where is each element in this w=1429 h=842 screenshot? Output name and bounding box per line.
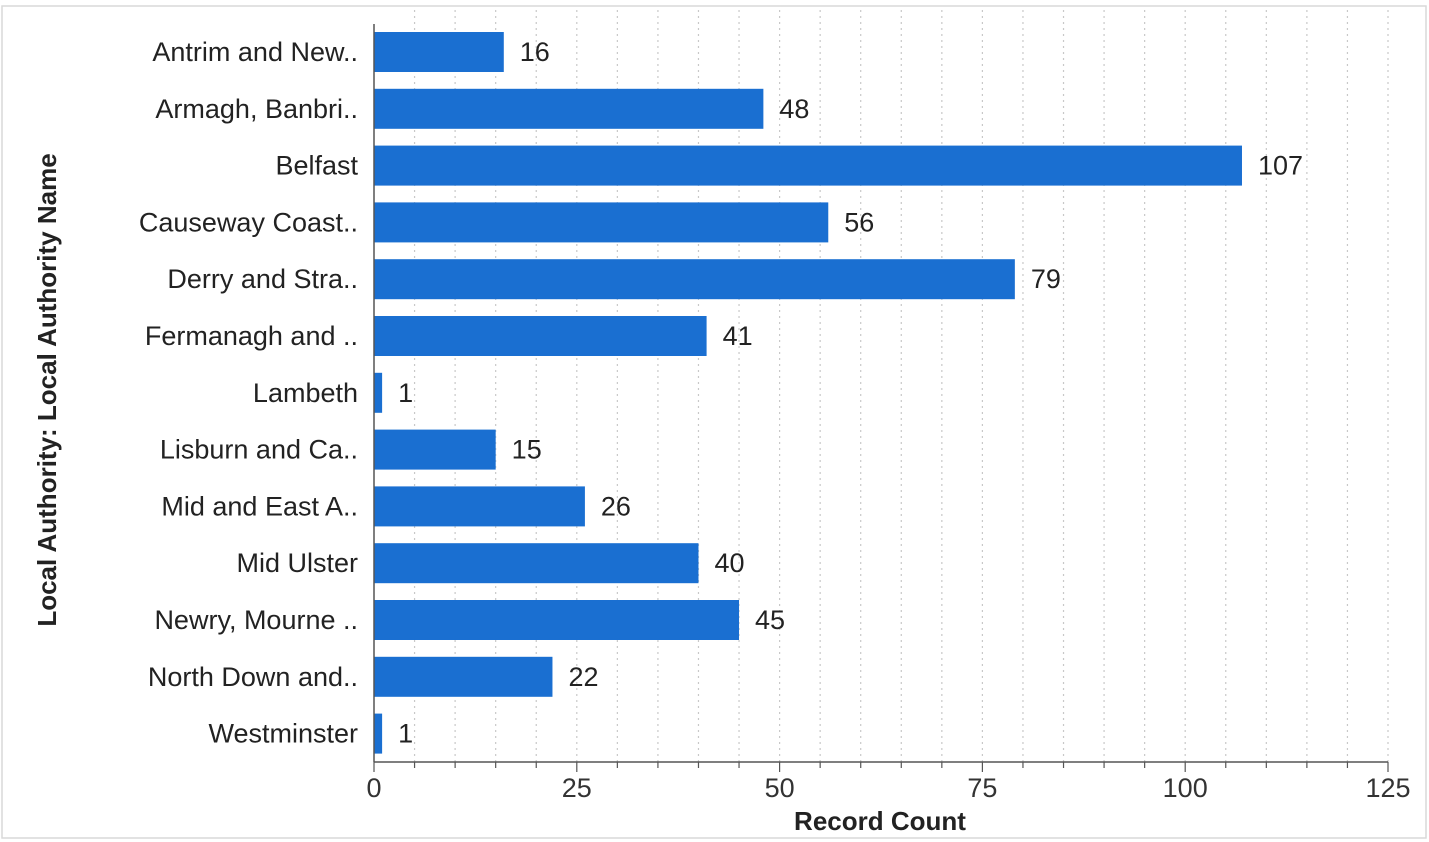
bar[interactable]: [374, 429, 496, 470]
data-label: 16: [520, 37, 550, 67]
data-label: 1: [398, 719, 413, 749]
category-label: Fermanagh and ..: [145, 321, 358, 351]
category-label: Lambeth: [253, 378, 358, 408]
bar[interactable]: [374, 486, 585, 527]
category-label: Antrim and New..: [152, 37, 358, 67]
bar[interactable]: [374, 202, 829, 243]
data-label: 22: [568, 662, 598, 692]
chart-frame: [1, 5, 1427, 839]
data-label: 45: [755, 605, 785, 635]
bar[interactable]: [374, 88, 764, 129]
bar[interactable]: [374, 32, 504, 72]
category-label: Causeway Coast..: [139, 207, 358, 237]
category-label: Mid and East A..: [161, 491, 358, 521]
bar[interactable]: [374, 713, 383, 754]
x-tick-label: 50: [765, 773, 795, 803]
data-label: 48: [779, 94, 809, 124]
bar[interactable]: [374, 316, 707, 356]
data-label: 56: [844, 207, 874, 237]
data-labels: 16 48 107 56 79 41 1 15 26 40 45 22 1: [398, 37, 1303, 749]
category-labels: Antrim and New.. Armagh, Banbri.. Belfast C…: [139, 37, 359, 749]
data-label: 79: [1031, 264, 1061, 294]
category-label: Belfast: [275, 151, 358, 181]
category-label: Lisburn and Ca..: [160, 435, 358, 465]
bar[interactable]: [374, 145, 1242, 186]
x-tick-label: 25: [562, 773, 592, 803]
data-label: 40: [714, 548, 744, 578]
x-tick-label: 100: [1163, 773, 1208, 803]
data-label: 1: [398, 378, 413, 408]
data-label: 107: [1258, 151, 1303, 181]
category-label: North Down and..: [148, 662, 358, 692]
category-label: Westminster: [208, 719, 358, 749]
bar[interactable]: [374, 543, 699, 584]
y-axis-title: Local Authority: Local Authority Name: [32, 153, 62, 626]
bar[interactable]: [374, 656, 553, 697]
x-axis: 0 25 50 75 100 125: [366, 24, 1411, 803]
bar[interactable]: [374, 372, 383, 413]
category-label: Derry and Stra..: [167, 264, 358, 294]
x-tick-label: 125: [1365, 773, 1410, 803]
data-label: 15: [512, 435, 542, 465]
x-tick-label: 75: [967, 773, 997, 803]
bars: [374, 32, 1242, 754]
bar[interactable]: [374, 259, 1015, 300]
category-label: Newry, Mourne ..: [154, 605, 358, 635]
category-label: Armagh, Banbri..: [155, 94, 358, 124]
x-tick-label: 0: [366, 773, 381, 803]
bar[interactable]: [374, 600, 740, 640]
x-axis-title: Record Count: [794, 806, 966, 836]
category-label: Mid Ulster: [236, 548, 358, 578]
data-label: 41: [723, 321, 753, 351]
data-label: 26: [601, 491, 631, 521]
